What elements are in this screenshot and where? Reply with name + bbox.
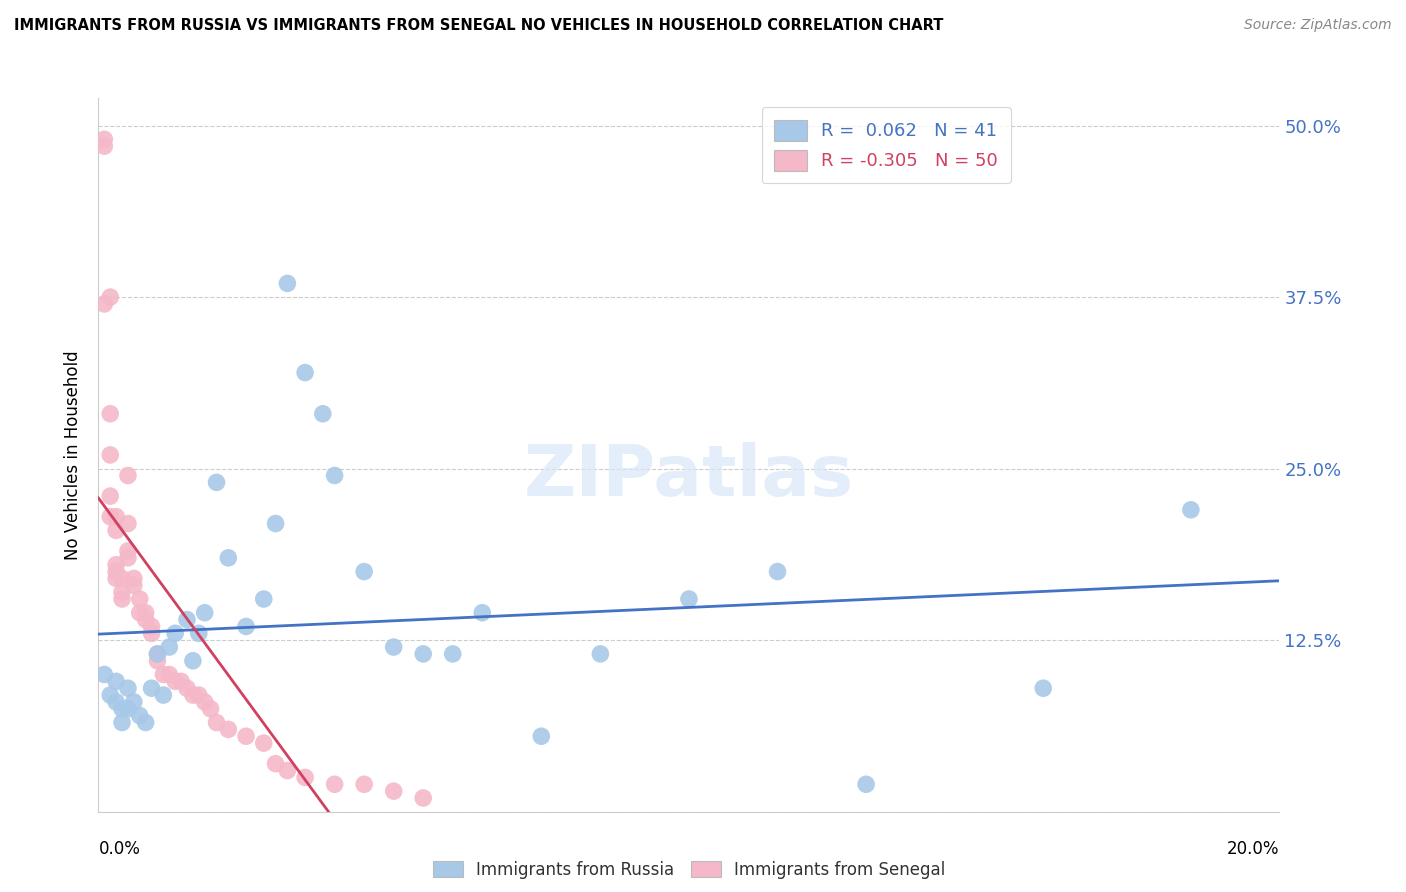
Point xyxy=(194,695,217,709)
Point xyxy=(105,571,128,585)
Point xyxy=(152,688,174,702)
Point xyxy=(1180,503,1202,517)
Point xyxy=(105,695,128,709)
Point xyxy=(146,654,169,668)
Point xyxy=(253,592,276,607)
Point xyxy=(678,592,700,607)
Point xyxy=(105,509,128,524)
Point xyxy=(412,647,434,661)
Point xyxy=(530,729,553,743)
Point xyxy=(235,729,257,743)
Point xyxy=(122,578,145,592)
Point xyxy=(170,674,193,689)
Point xyxy=(766,565,789,579)
Point xyxy=(128,708,150,723)
Point xyxy=(93,667,115,681)
Point xyxy=(294,366,316,380)
Point xyxy=(264,516,287,531)
Point xyxy=(111,715,134,730)
Point xyxy=(117,516,139,531)
Point xyxy=(176,613,198,627)
Point xyxy=(98,489,121,503)
Point xyxy=(194,606,217,620)
Y-axis label: No Vehicles in Household: No Vehicles in Household xyxy=(65,350,83,560)
Point xyxy=(98,688,121,702)
Point xyxy=(471,606,494,620)
Point xyxy=(200,702,222,716)
Legend: Immigrants from Russia, Immigrants from Senegal: Immigrants from Russia, Immigrants from … xyxy=(426,855,952,886)
Point xyxy=(117,702,139,716)
Point xyxy=(312,407,335,421)
Point xyxy=(98,448,121,462)
Point xyxy=(105,674,128,689)
Point xyxy=(176,681,198,696)
Point xyxy=(105,558,128,572)
Point xyxy=(323,777,346,791)
Point xyxy=(353,565,375,579)
Point xyxy=(135,613,157,627)
Point xyxy=(412,791,434,805)
Point xyxy=(117,544,139,558)
Point xyxy=(98,290,121,304)
Point xyxy=(152,667,174,681)
Point xyxy=(235,619,257,633)
Point xyxy=(146,647,169,661)
Point xyxy=(146,647,169,661)
Point xyxy=(117,681,139,696)
Point xyxy=(294,771,316,785)
Point xyxy=(98,509,121,524)
Point xyxy=(111,571,134,585)
Point xyxy=(855,777,877,791)
Point xyxy=(353,777,375,791)
Point xyxy=(217,723,239,737)
Point xyxy=(93,297,115,311)
Point xyxy=(205,475,228,490)
Point xyxy=(111,702,134,716)
Point xyxy=(181,688,204,702)
Point xyxy=(253,736,276,750)
Point xyxy=(93,139,115,153)
Text: IMMIGRANTS FROM RUSSIA VS IMMIGRANTS FROM SENEGAL NO VEHICLES IN HOUSEHOLD CORRE: IMMIGRANTS FROM RUSSIA VS IMMIGRANTS FRO… xyxy=(14,18,943,33)
Point xyxy=(128,606,150,620)
Point xyxy=(589,647,612,661)
Point xyxy=(141,681,163,696)
Point xyxy=(441,647,464,661)
Point xyxy=(382,640,405,654)
Point xyxy=(135,606,157,620)
Point xyxy=(105,524,128,538)
Point xyxy=(217,550,239,565)
Point xyxy=(98,407,121,421)
Point xyxy=(1032,681,1054,696)
Point xyxy=(157,640,180,654)
Point xyxy=(264,756,287,771)
Text: ZIPatlas: ZIPatlas xyxy=(524,442,853,511)
Point xyxy=(128,592,150,607)
Point xyxy=(205,715,228,730)
Point xyxy=(323,468,346,483)
Point xyxy=(181,654,204,668)
Point xyxy=(117,468,139,483)
Point xyxy=(165,674,187,689)
Point xyxy=(122,571,145,585)
Point xyxy=(117,550,139,565)
Text: 0.0%: 0.0% xyxy=(98,840,141,858)
Point xyxy=(276,764,298,778)
Point xyxy=(141,626,163,640)
Point xyxy=(111,592,134,607)
Point xyxy=(165,626,187,640)
Point xyxy=(382,784,405,798)
Text: 20.0%: 20.0% xyxy=(1227,840,1279,858)
Point xyxy=(122,695,145,709)
Point xyxy=(135,715,157,730)
Point xyxy=(276,277,298,291)
Point xyxy=(93,132,115,146)
Text: Source: ZipAtlas.com: Source: ZipAtlas.com xyxy=(1244,18,1392,32)
Point xyxy=(111,585,134,599)
Point xyxy=(187,626,209,640)
Point xyxy=(157,667,180,681)
Point xyxy=(187,688,209,702)
Point xyxy=(105,565,128,579)
Point xyxy=(141,619,163,633)
